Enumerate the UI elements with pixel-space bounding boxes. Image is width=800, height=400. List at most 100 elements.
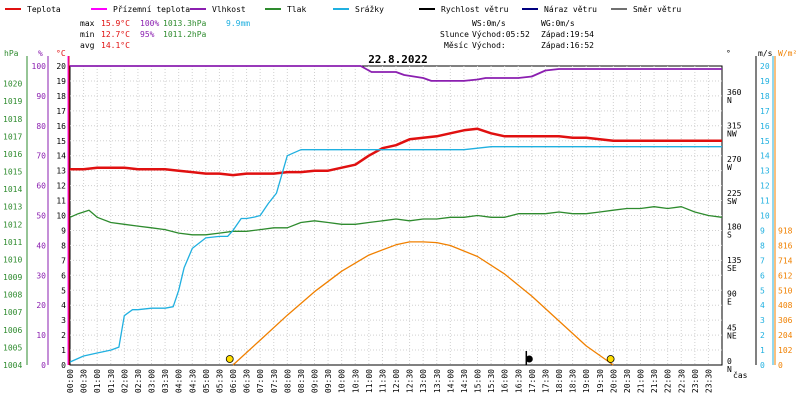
temperature-tick-label: 1 xyxy=(61,346,66,355)
axes: 00:00 00:30 01:00 01:30 02:00 02:30 03:00 03:30… xyxy=(3,49,797,393)
time-tick-label: 21:30 xyxy=(650,369,659,393)
stats-avg-label: avg xyxy=(80,41,95,50)
stats-max-rain: 9.9mm xyxy=(226,19,250,28)
moonset-readout: Západ:16:52 xyxy=(541,41,594,50)
temperature-tick-label: 14 xyxy=(56,152,66,161)
time-tick-label: 19:30 xyxy=(596,369,605,393)
wind-speed-tick-label: 7 xyxy=(760,256,765,265)
time-tick-label: 22:30 xyxy=(677,369,686,393)
time-tick-label: 00:00 xyxy=(66,369,75,393)
humidity-tick-label: 80 xyxy=(36,122,46,131)
pressure-tick-label: 1016 xyxy=(3,150,22,159)
temperature-unit: °C xyxy=(56,49,66,58)
pressure-tick-label: 1012 xyxy=(3,220,22,229)
wind-speed-tick-label: 3 xyxy=(760,316,765,325)
radiation-unit: W/m² xyxy=(778,49,797,58)
stats-min-hum: 95% xyxy=(140,30,155,39)
humidity-tick-label: 0 xyxy=(41,361,46,370)
temperature-tick-label: 15 xyxy=(56,137,66,146)
pressure-tick-label: 1007 xyxy=(3,308,22,317)
direction-tick-name: SE xyxy=(727,264,737,273)
time-tick-label: 11:00 xyxy=(365,369,374,393)
humidity-unit: % xyxy=(38,49,43,58)
time-tick-label: 01:30 xyxy=(107,369,116,393)
time-tick-label: 06:30 xyxy=(243,369,252,393)
direction-tick-degrees: 360 xyxy=(727,88,742,97)
series-line-srážky xyxy=(69,146,722,363)
humidity-tick-label: 90 xyxy=(36,92,46,101)
radiation-tick-label: 612 xyxy=(778,271,793,280)
info-block: max 15.9°C 100% 1013.3hPa 9.9mm min 12.7… xyxy=(80,19,594,66)
sunrise-marker xyxy=(225,355,234,363)
moon-label: Měsíc xyxy=(444,41,468,50)
wind-speed-tick-label: 20 xyxy=(760,62,770,71)
direction-tick-name: E xyxy=(727,298,732,307)
legend: Teplota Přízemní teplota Vlhkost Tlak Srážky… xyxy=(5,5,681,14)
humidity-tick-label: 100 xyxy=(32,62,47,71)
wind-speed-tick-label: 15 xyxy=(760,137,770,146)
direction-tick-degrees: 135 xyxy=(727,256,742,265)
time-tick-label: 08:00 xyxy=(283,369,292,393)
stats-max-label: max xyxy=(80,19,95,28)
direction-tick-name: N xyxy=(727,96,732,105)
temperature-tick-label: 2 xyxy=(61,331,66,340)
markers-layer xyxy=(225,351,615,365)
time-tick-label: 14:00 xyxy=(446,369,455,393)
radiation-tick-label: 408 xyxy=(778,301,793,310)
stats-avg-temp: 14.1°C xyxy=(101,41,130,50)
sunrise-readout: Východ:05:52 xyxy=(472,30,530,39)
time-tick-label: 08:30 xyxy=(297,369,306,393)
series-line-teplota xyxy=(70,127,722,177)
time-tick-label: 13:00 xyxy=(419,369,428,393)
time-tick-label: 03:00 xyxy=(148,369,157,393)
pressure-tick-label: 1018 xyxy=(3,115,22,124)
radiation-tick-label: 918 xyxy=(778,226,793,235)
time-tick-label: 16:30 xyxy=(514,369,523,393)
direction-tick-degrees: 90 xyxy=(727,290,737,299)
time-tick-label: 01:00 xyxy=(93,369,102,393)
stats-min-label: min xyxy=(80,30,95,39)
radiation-tick-label: 714 xyxy=(778,256,793,265)
time-tick-label: 05:30 xyxy=(215,369,224,393)
temperature-tick-label: 5 xyxy=(61,286,66,295)
temperature-tick-label: 0 xyxy=(61,361,66,370)
time-tick-label: 04:00 xyxy=(175,369,184,393)
legend-label: Přízemní teplota xyxy=(113,5,190,14)
radiation-tick-label: 306 xyxy=(778,316,793,325)
series-line-tlak xyxy=(69,206,723,236)
sunset-marker xyxy=(606,355,615,363)
radiation-tick-label: 816 xyxy=(778,241,793,250)
direction-tick-name: SW xyxy=(727,197,737,206)
temperature-tick-label: 6 xyxy=(61,271,66,280)
temperature-tick-label: 13 xyxy=(56,167,66,176)
time-tick-label: 19:00 xyxy=(582,369,591,393)
wind-speed-unit: m/s xyxy=(758,49,773,58)
time-tick-label: 15:30 xyxy=(487,369,496,393)
wind-speed-tick-label: 2 xyxy=(760,331,765,340)
series-line-radiace xyxy=(232,241,614,366)
wind-speed-tick-label: 8 xyxy=(760,241,765,250)
wind-gust-readout: WG:0m/s xyxy=(541,19,575,28)
direction-tick-degrees: 180 xyxy=(727,222,742,231)
direction-tick-degrees: 0 xyxy=(727,357,732,366)
time-tick-label: 12:00 xyxy=(392,369,401,393)
time-tick-label: 07:30 xyxy=(270,369,279,393)
wind-speed-tick-label: 17 xyxy=(760,107,770,116)
pressure-tick-label: 1004 xyxy=(3,361,22,370)
time-tick-label: 20:30 xyxy=(623,369,632,393)
sunset-readout: Západ:19:54 xyxy=(541,30,594,39)
temperature-tick-label: 19 xyxy=(56,77,66,86)
radiation-tick-label: 204 xyxy=(778,331,793,340)
wind-speed-tick-label: 4 xyxy=(760,301,765,310)
stats-max-hum: 100% xyxy=(140,19,159,28)
pressure-tick-label: 1005 xyxy=(3,343,22,352)
time-tick-label: 23:00 xyxy=(691,369,700,393)
temperature-tick-label: 10 xyxy=(56,212,66,221)
moonrise-readout: Východ: xyxy=(472,41,506,50)
radiation-tick-label: 510 xyxy=(778,286,793,295)
temperature-tick-label: 17 xyxy=(56,107,66,116)
series-layer xyxy=(69,65,723,366)
direction-tick-name: S xyxy=(727,230,732,239)
wind-speed-tick-label: 1 xyxy=(760,346,765,355)
